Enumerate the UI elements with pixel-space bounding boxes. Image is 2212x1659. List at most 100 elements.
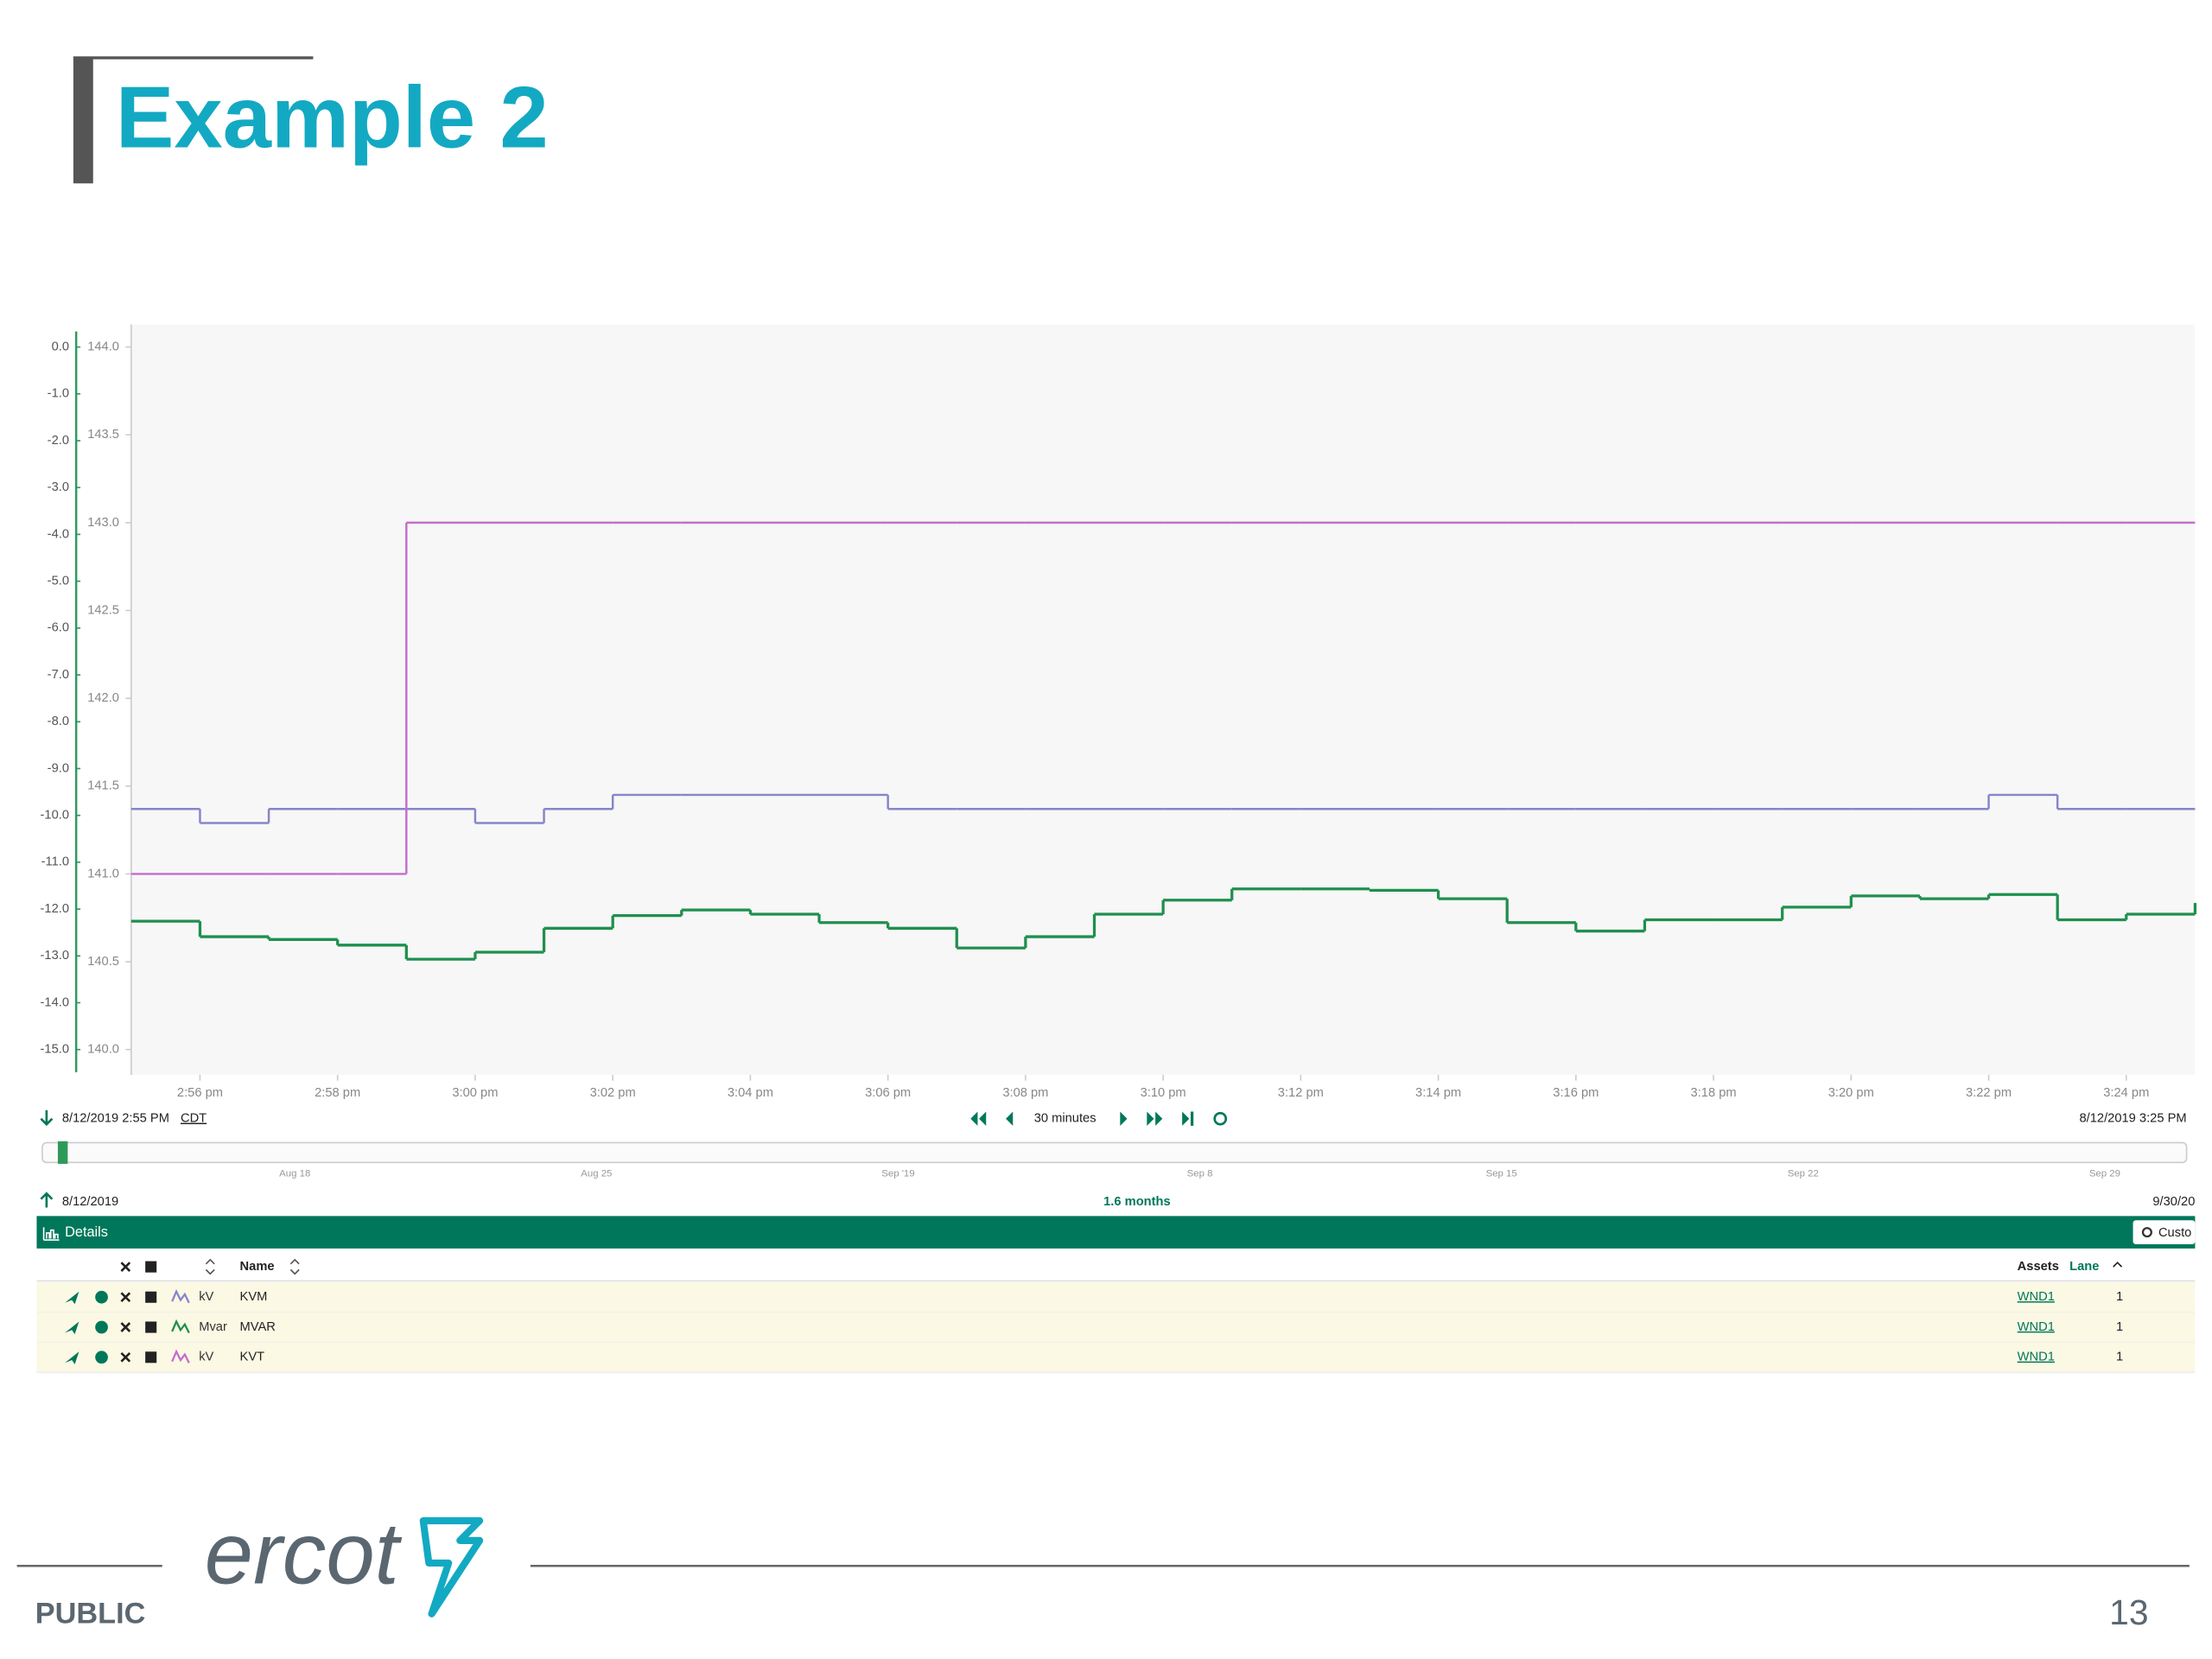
lane: 1: [2116, 1320, 2123, 1334]
asset-link[interactable]: WND1: [2018, 1351, 2055, 1364]
back-button[interactable]: [1006, 1111, 1014, 1126]
x-tick-label: 3:16 pm: [1553, 1086, 1599, 1100]
y-tick-label: 142.5: [87, 603, 119, 617]
window-end: 8/12/2019 3:25 PM: [2079, 1112, 2186, 1126]
details-bar: [36, 1216, 2196, 1249]
rewind-button[interactable]: [970, 1111, 987, 1126]
window-start: 8/12/2019 2:55 PM: [62, 1112, 169, 1126]
y2-tick-label: -6.0: [48, 621, 69, 635]
unit: kV: [199, 1290, 213, 1304]
y2-tick-label: -13.0: [41, 949, 69, 963]
sort-icon[interactable]: [205, 1258, 215, 1275]
y2-tick-label: -10.0: [41, 809, 69, 823]
y-tick-label: 143.0: [87, 516, 119, 530]
y-tick-label: 140.5: [87, 955, 119, 969]
page-number: 13: [2109, 1592, 2148, 1632]
navigator-track: [41, 1141, 2188, 1164]
navigator-label: Sep 29: [2089, 1168, 2120, 1179]
info-icon[interactable]: [95, 1290, 108, 1304]
y-tick-label: 142.0: [87, 691, 119, 705]
name-header[interactable]: Name: [240, 1260, 275, 1274]
y2-tick-label: -14.0: [41, 995, 69, 1009]
navigator-label: Aug 18: [279, 1168, 310, 1179]
y-tick-label: 141.0: [87, 867, 119, 880]
y-tick-label: 140.0: [87, 1043, 119, 1057]
series-name: MVAR: [240, 1320, 276, 1334]
navigator-label: Aug 25: [581, 1168, 612, 1179]
toolbar-controls: [40, 1109, 1228, 1208]
remove-icon[interactable]: [120, 1292, 131, 1303]
x-tick-label: 3:06 pm: [865, 1086, 911, 1100]
plot-area: [130, 324, 2196, 1076]
table-row: [36, 1342, 2196, 1373]
y2-tick-label: -15.0: [41, 1043, 69, 1057]
logo-mark: [419, 1516, 484, 1618]
sort-icon[interactable]: [2113, 1262, 2123, 1268]
gear-icon: [2141, 1227, 2152, 1238]
asset-link[interactable]: WND1: [2018, 1320, 2055, 1334]
unit: kV: [199, 1351, 213, 1364]
x-tick-label: 2:58 pm: [315, 1086, 360, 1100]
navigator-label: Sep 8: [1187, 1168, 1213, 1179]
info-icon[interactable]: [95, 1320, 108, 1334]
remove-all-icon[interactable]: [120, 1262, 131, 1272]
series-icon: [171, 1319, 190, 1334]
table-row: [36, 1282, 2196, 1313]
range-end: 9/30/20: [2152, 1195, 2195, 1209]
y2-tick-label: -5.0: [48, 575, 69, 588]
y-tick-label: 143.5: [87, 428, 119, 442]
timezone[interactable]: CDT: [181, 1112, 207, 1126]
row-checkbox[interactable]: [145, 1351, 157, 1363]
assets-header[interactable]: Assets: [2018, 1260, 2059, 1274]
title-bar: [73, 57, 93, 184]
series-name: KVM: [240, 1290, 268, 1304]
row-checkbox[interactable]: [145, 1321, 157, 1333]
x-tick-label: 3:20 pm: [1828, 1086, 1874, 1100]
slide-title: Example 2: [116, 68, 549, 166]
x-tick-label: 3:02 pm: [590, 1086, 636, 1100]
remove-icon[interactable]: [120, 1322, 131, 1332]
custom-button-label: Custo: [2158, 1226, 2191, 1240]
fast-forward-button[interactable]: [1147, 1111, 1163, 1126]
x-tick-label: 2:56 pm: [177, 1086, 223, 1100]
navigator-label: Sep 22: [1788, 1168, 1819, 1179]
range-arrow: [40, 1192, 54, 1208]
y2-tick-label: 0.0: [52, 340, 69, 354]
asset-link[interactable]: WND1: [2018, 1290, 2055, 1304]
navigator-handle[interactable]: [57, 1141, 68, 1164]
custom-button[interactable]: [2133, 1220, 2196, 1244]
locate-icon[interactable]: [65, 1351, 79, 1364]
x-tick-label: 3:00 pm: [452, 1086, 498, 1100]
y2-tick-label: -8.0: [48, 715, 69, 728]
logo: ercot: [205, 1504, 403, 1602]
row-checkbox[interactable]: [145, 1291, 157, 1303]
series-icon: [171, 1288, 190, 1304]
y2-tick-label: -9.0: [48, 761, 69, 775]
y-tick-label: 141.5: [87, 779, 119, 793]
details-icon: [42, 1227, 60, 1241]
locate-icon[interactable]: [65, 1291, 79, 1305]
remove-icon[interactable]: [120, 1351, 131, 1363]
y2-tick-label: -12.0: [41, 902, 69, 916]
table-row: [36, 1312, 2196, 1343]
y2-tick-label: -2.0: [48, 434, 69, 448]
refresh-button[interactable]: [1213, 1111, 1228, 1126]
y2-tick-label: -3.0: [48, 480, 69, 494]
sort-icon[interactable]: [289, 1258, 300, 1275]
y2-tick-label: -7.0: [48, 668, 69, 682]
lane-header[interactable]: Lane: [2069, 1260, 2099, 1274]
end-button[interactable]: [1182, 1111, 1194, 1126]
x-tick-label: 3:22 pm: [1966, 1086, 2012, 1100]
y2-tick-label: -4.0: [48, 527, 69, 541]
info-icon[interactable]: [95, 1351, 108, 1364]
x-tick-label: 3:08 pm: [1002, 1086, 1048, 1100]
forward-button[interactable]: [1120, 1111, 1128, 1126]
select-all-checkbox[interactable]: [145, 1261, 157, 1273]
locate-icon[interactable]: [65, 1321, 79, 1335]
navigator-label: Sep 15: [1486, 1168, 1517, 1179]
y2-tick-label: -11.0: [41, 855, 69, 869]
series-icon: [171, 1349, 190, 1363]
x-tick-label: 3:24 pm: [2103, 1086, 2149, 1100]
y2-tick-label: -1.0: [48, 387, 69, 401]
